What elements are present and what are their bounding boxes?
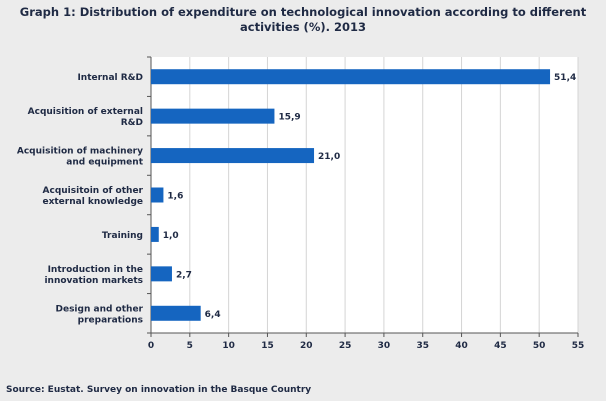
x-tick-label: 10 [222, 341, 235, 351]
chart-title: Graph 1: Distribution of expenditure on … [0, 5, 606, 35]
x-tick-label: 50 [533, 341, 546, 351]
x-tick-label: 20 [300, 341, 313, 351]
bar [151, 187, 164, 203]
category-label-line: preparations [78, 315, 143, 325]
bar [151, 226, 159, 242]
category-label-line: Acquisitoin of other [43, 186, 144, 196]
plot-area [151, 57, 578, 333]
category-label: Acquisitoin of other external knowledge [42, 186, 143, 207]
category-label-line: and equipment [66, 158, 143, 168]
bar [151, 148, 315, 164]
bar-value-label: 1,6 [167, 192, 183, 202]
bar [151, 266, 172, 282]
bar-value-label: 2,7 [176, 270, 192, 280]
bar [151, 108, 275, 124]
category-label-line: Acquisition of machinery [17, 147, 143, 157]
category-label: Acquisition of machinery and equipment [17, 147, 144, 168]
x-tick-label: 30 [378, 341, 391, 351]
category-label-line: Introduction in the [48, 265, 143, 275]
category-label-line: Training [102, 231, 143, 241]
bar-value-label: 6,4 [205, 310, 221, 320]
x-tick-label: 0 [148, 341, 154, 351]
category-label-line: innovation markets [44, 276, 143, 286]
bar [151, 305, 201, 321]
category-label: Acquisition of external R&D [28, 107, 143, 128]
chart-title-line-2: activities (%). 2013 [240, 20, 366, 34]
bar-value-label: 21,0 [318, 152, 340, 162]
bar [151, 69, 551, 85]
x-tick-label: 55 [572, 341, 585, 351]
category-label-line: Design and other [56, 304, 144, 314]
x-tick-label: 15 [261, 341, 274, 351]
category-label-line: Internal R&D [77, 73, 143, 83]
source-note: Source: Eustat. Survey on innovation in … [6, 385, 312, 395]
chart-title-line-1: Graph 1: Distribution of expenditure on … [19, 5, 587, 19]
bar-value-label: 51,4 [554, 73, 576, 83]
x-tick-label: 25 [339, 341, 352, 351]
bar-value-label: 15,9 [278, 113, 300, 123]
category-label: Introduction in the innovation markets [44, 265, 143, 286]
x-tick-label: 35 [416, 341, 429, 351]
category-label: Training [102, 231, 143, 241]
category-label: Design and other preparations [56, 304, 144, 325]
x-tick-label: 40 [455, 341, 468, 351]
category-label-line: Acquisition of external [28, 107, 143, 117]
x-tick-label: 45 [494, 341, 507, 351]
category-label-line: R&D [121, 118, 143, 128]
bar-chart: 0 5 10 15 20 25 30 35 40 45 50 55 51,4 Internal R&D 15… [17, 56, 585, 351]
category-label-line: external knowledge [42, 197, 143, 207]
x-tick-label: 5 [187, 341, 193, 351]
bar-value-label: 1,0 [163, 231, 179, 241]
category-label: Internal R&D [77, 73, 143, 83]
